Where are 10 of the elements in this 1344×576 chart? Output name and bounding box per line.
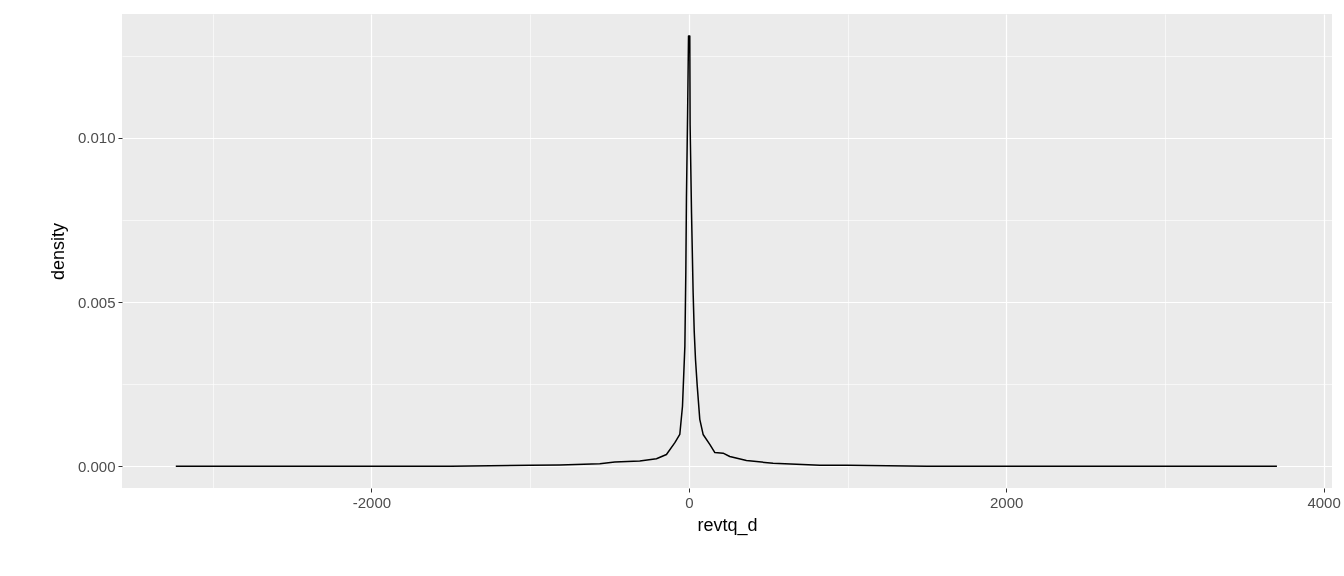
x-axis-title: revtq_d: [697, 514, 758, 536]
y-tick-label: 0.000: [77, 457, 116, 475]
x-tick-label: -2000: [352, 493, 392, 511]
x-tick-label: 2000: [990, 493, 1024, 511]
x-tick-label: 4000: [1307, 493, 1341, 511]
y-tick-label: 0.005: [77, 293, 116, 311]
y-axis-title: density: [47, 222, 68, 281]
line-series: [175, 35, 1278, 468]
y-tick-label: 0.010: [77, 129, 116, 147]
x-tick-label: 0: [685, 493, 694, 511]
